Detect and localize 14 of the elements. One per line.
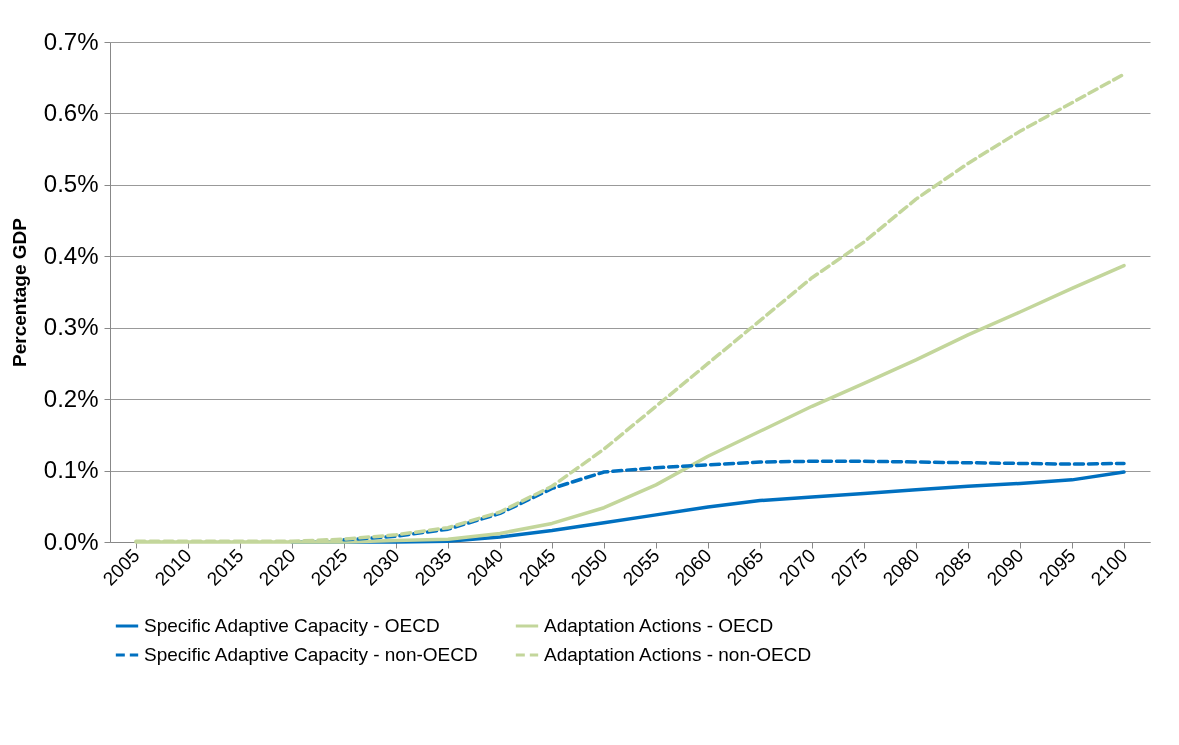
y-tick-label: 0.5%: [43, 170, 99, 198]
y-tick-label: 0.1%: [43, 456, 99, 484]
y-axis-title: Percentage GDP: [8, 217, 30, 367]
line-series: [342, 459, 1126, 542]
legend-label: Adaptation Actions - OECD: [544, 615, 774, 636]
y-tick-label: 0.0%: [43, 527, 99, 555]
legend-label: Specific Adaptive Capacity - non-OECD: [144, 644, 478, 665]
y-tick-label: 0.3%: [43, 313, 99, 341]
legend-label: Adaptation Actions - non-OECD: [544, 644, 812, 665]
y-tick-label: 0.6%: [43, 98, 99, 126]
y-tick-label: 0.2%: [43, 384, 99, 412]
y-tick-label: 0.4%: [43, 241, 99, 269]
y-tick-label: 0.7%: [43, 27, 99, 55]
legend-label: Specific Adaptive Capacity - OECD: [144, 615, 440, 636]
